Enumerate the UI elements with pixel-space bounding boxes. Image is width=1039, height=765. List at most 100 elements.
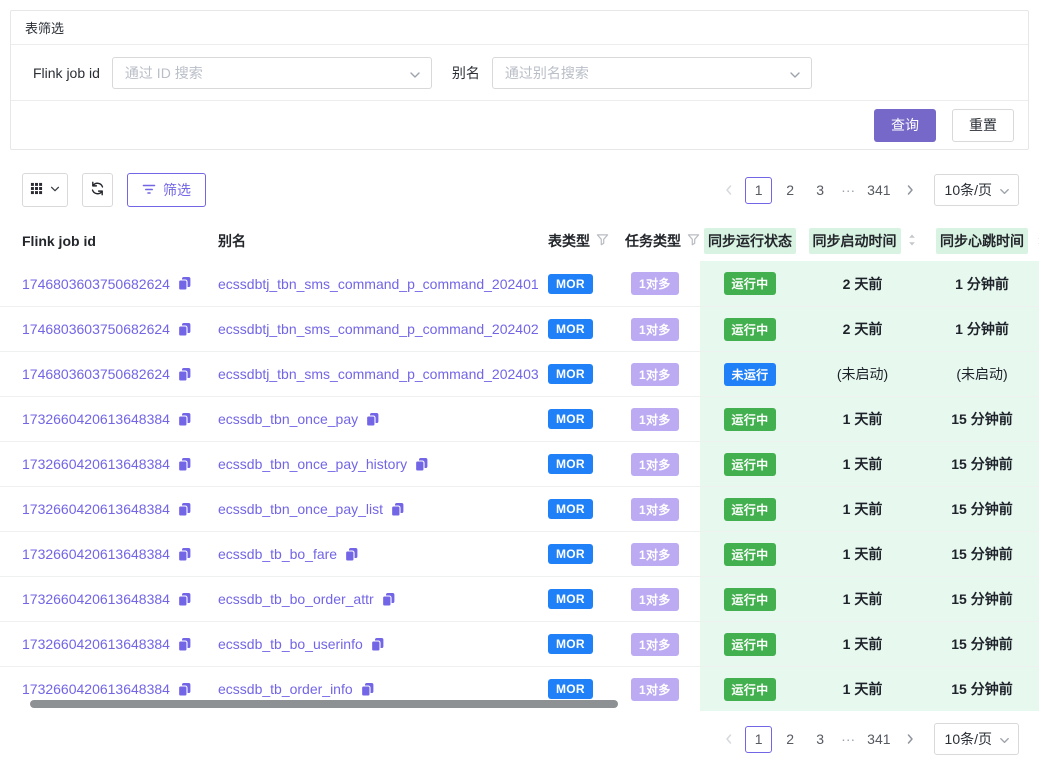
page-size-select[interactable]: 10条/页 (933, 723, 1019, 755)
copy-icon[interactable] (390, 502, 405, 517)
copy-icon[interactable] (177, 682, 192, 697)
pagination-next-button[interactable] (900, 177, 920, 204)
flink-job-id-link[interactable]: 1732660420613648384 (22, 501, 170, 517)
copy-icon[interactable] (177, 276, 192, 291)
query-button[interactable]: 查询 (874, 108, 936, 142)
table-type-badge: MOR (548, 454, 593, 474)
alias-link[interactable]: ecssdb_tb_order_info (218, 681, 353, 697)
sync-heartbeat-time: 1 分钟前 (925, 261, 1039, 306)
copy-icon[interactable] (177, 322, 192, 337)
alias-select[interactable]: 通过别名搜索 (491, 56, 812, 89)
refresh-button[interactable] (82, 173, 113, 207)
flink-job-id-link[interactable]: 1732660420613648384 (22, 636, 170, 652)
task-type-badge: 1对多 (631, 677, 679, 701)
copy-icon[interactable] (360, 682, 375, 697)
alias-link[interactable]: ecssdbtj_tbn_sms_command_p_command_20240… (218, 275, 538, 292)
pagination-ellipsis[interactable]: ··· (841, 731, 856, 747)
pagination-bottom: 1 2 3 ··· 341 10条/页 (719, 723, 1019, 755)
flink-job-id-link[interactable]: 1732660420613648384 (22, 456, 170, 472)
sync-start-time: 2 天前 (800, 307, 925, 351)
sync-status-badge: 运行中 (723, 587, 777, 611)
filter-card: 表筛选 Flink job id 通过 ID 搜索 别名 通过别名搜索 查询 重… (10, 10, 1029, 150)
chevron-down-icon (49, 183, 61, 198)
alias-link[interactable]: ecssdb_tbn_once_pay (218, 411, 359, 427)
col-header-task-type[interactable]: 任务类型 (625, 221, 700, 261)
sync-heartbeat-time: 15 分钟前 (925, 577, 1039, 621)
task-type-badge: 1对多 (631, 587, 679, 611)
table-type-badge: MOR (548, 499, 593, 519)
pagination-page-2[interactable]: 2 (786, 182, 795, 198)
col-header-flink-job-id: Flink job id (22, 233, 96, 249)
alias-placeholder: 通过别名搜索 (504, 64, 589, 81)
pagination-page-341[interactable]: 341 (867, 731, 891, 747)
flink-job-id-link[interactable]: 1732660420613648384 (22, 411, 170, 427)
copy-icon[interactable] (177, 547, 192, 562)
copy-icon[interactable] (344, 547, 359, 562)
flink-job-id-link[interactable]: 1732660420613648384 (22, 546, 170, 562)
table-type-badge: MOR (548, 544, 593, 564)
column-config-button[interactable] (22, 173, 68, 207)
flink-job-id-link[interactable]: 1746803603750682624 (22, 321, 170, 337)
table-type-badge: MOR (548, 589, 593, 609)
pagination-page-3[interactable]: 3 (816, 731, 825, 747)
pagination-prev-button[interactable] (719, 177, 739, 204)
pagination-ellipsis[interactable]: ··· (841, 182, 856, 198)
horizontal-scrollbar-thumb[interactable] (30, 700, 618, 708)
task-type-badge: 1对多 (631, 497, 679, 521)
grid-icon (30, 182, 43, 198)
copy-icon[interactable] (414, 457, 429, 472)
pagination-prev-button[interactable] (719, 726, 739, 753)
col-header-sync-start[interactable]: 同步启动时间 (800, 221, 925, 261)
sync-heartbeat-time: (未启动) (925, 352, 1039, 396)
alias-link[interactable]: ecssdb_tb_bo_fare (218, 546, 338, 562)
flink-job-id-link[interactable]: 1732660420613648384 (22, 681, 170, 697)
sync-status-badge: 运行中 (723, 542, 777, 566)
copy-icon[interactable] (177, 637, 192, 652)
funnel-filter-icon[interactable] (596, 233, 609, 249)
alias-link[interactable]: ecssdbtj_tbn_sms_command_p_command_20240… (218, 366, 538, 382)
flink-job-id-link[interactable]: 1746803603750682624 (22, 366, 170, 382)
filter-button[interactable]: 筛选 (127, 173, 206, 207)
alias-link[interactable]: ecssdbtj_tbn_sms_command_p_command_20240… (218, 321, 538, 337)
flink-job-id-select[interactable]: 通过 ID 搜索 (111, 56, 432, 89)
pagination-page-1[interactable]: 1 (745, 176, 773, 204)
reset-button[interactable]: 重置 (952, 108, 1014, 142)
pagination-page-2[interactable]: 2 (786, 731, 795, 747)
page-size-select[interactable]: 10条/页 (933, 174, 1019, 206)
copy-icon[interactable] (381, 592, 396, 607)
task-type-badge: 1对多 (631, 272, 679, 295)
chevron-down-icon (788, 68, 802, 87)
task-type-badge: 1对多 (631, 317, 679, 341)
pagination-next-button[interactable] (900, 726, 920, 753)
alias-link[interactable]: ecssdb_tbn_once_pay_history (218, 456, 408, 472)
flink-job-id-link[interactable]: 1732660420613648384 (22, 591, 170, 607)
alias-link[interactable]: ecssdb_tbn_once_pay_list (218, 501, 384, 517)
alias-link[interactable]: ecssdb_tb_bo_order_attr (218, 591, 374, 607)
copy-icon[interactable] (370, 637, 385, 652)
task-type-badge: 1对多 (631, 362, 679, 386)
copy-icon[interactable] (177, 592, 192, 607)
sync-start-time: 1 天前 (800, 667, 925, 711)
sync-status-badge: 未运行 (723, 362, 777, 386)
copy-icon[interactable] (177, 502, 192, 517)
table-row: 1732660420613648384 ecssdb_tbn_once_pay … (0, 396, 1039, 441)
sync-heartbeat-time: 1 分钟前 (925, 307, 1039, 351)
funnel-filter-icon[interactable] (687, 233, 700, 249)
col-header-table-type[interactable]: 表类型 (538, 221, 625, 261)
sync-heartbeat-time: 15 分钟前 (925, 397, 1039, 441)
flink-job-id-link[interactable]: 1746803603750682624 (22, 275, 170, 292)
pagination-top: 1 2 3 ··· 341 10条/页 (719, 174, 1019, 206)
table-row: 1732660420613648384 ecssdb_tb_bo_userinf… (0, 621, 1039, 666)
sync-heartbeat-time: 15 分钟前 (925, 487, 1039, 531)
pagination-page-3[interactable]: 3 (816, 182, 825, 198)
col-header-sync-heartbeat[interactable]: 同步心跳时间 (925, 221, 1039, 261)
copy-icon[interactable] (177, 412, 192, 427)
copy-icon[interactable] (177, 457, 192, 472)
sync-start-time: 1 天前 (800, 622, 925, 666)
pagination-page-341[interactable]: 341 (867, 182, 891, 198)
alias-link[interactable]: ecssdb_tb_bo_userinfo (218, 636, 363, 652)
copy-icon[interactable] (365, 412, 380, 427)
pagination-page-1[interactable]: 1 (745, 725, 773, 753)
copy-icon[interactable] (177, 367, 192, 382)
sorter-icon[interactable] (907, 233, 917, 250)
